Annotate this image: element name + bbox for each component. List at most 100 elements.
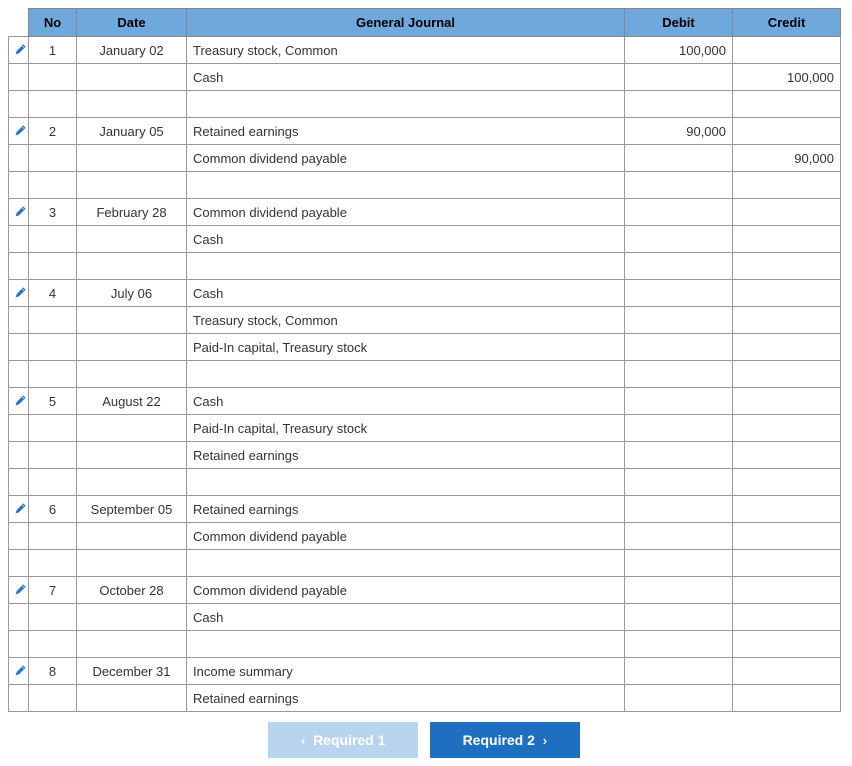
table-row: 2January 05Retained earnings90,000 [9,118,841,145]
debit-cell [625,523,733,550]
col-header-gj: General Journal [187,9,625,37]
table-row: 6September 05Retained earnings [9,496,841,523]
edit-cell [9,91,29,118]
required-1-button[interactable]: ‹ Required 1 [268,722,418,758]
gj-cell [187,172,625,199]
no-cell: 1 [29,37,77,64]
no-cell [29,226,77,253]
debit-cell [625,658,733,685]
credit-cell [733,280,841,307]
no-cell [29,145,77,172]
debit-cell [625,91,733,118]
col-header-date: Date [77,9,187,37]
date-cell [77,334,187,361]
table-row: Cash [9,226,841,253]
credit-cell [733,334,841,361]
col-header-no: No [29,9,77,37]
gj-cell [187,469,625,496]
pencil-icon[interactable] [15,583,27,595]
pencil-icon[interactable] [15,502,27,514]
edit-cell [9,307,29,334]
credit-cell [733,442,841,469]
credit-cell [733,604,841,631]
no-cell [29,469,77,496]
date-cell [77,226,187,253]
credit-cell [733,118,841,145]
date-cell [77,91,187,118]
gj-cell: Cash [187,64,625,91]
edit-cell[interactable] [9,118,29,145]
gj-cell: Treasury stock, Common [187,307,625,334]
table-row: 1January 02Treasury stock, Common100,000 [9,37,841,64]
credit-cell [733,658,841,685]
edit-cell [9,253,29,280]
edit-cell [9,145,29,172]
debit-cell [625,496,733,523]
pencil-icon[interactable] [15,664,27,676]
pencil-icon[interactable] [15,43,27,55]
no-cell: 5 [29,388,77,415]
edit-cell [9,334,29,361]
edit-cell[interactable] [9,199,29,226]
edit-cell [9,469,29,496]
date-cell [77,631,187,658]
no-cell [29,442,77,469]
table-row: Cash 100,000 [9,64,841,91]
col-header-debit: Debit [625,9,733,37]
date-cell: January 02 [77,37,187,64]
edit-cell [9,361,29,388]
date-cell [77,442,187,469]
date-cell [77,550,187,577]
debit-cell [625,631,733,658]
debit-cell [625,253,733,280]
gj-cell: Paid-In capital, Treasury stock [187,334,625,361]
table-row: Common dividend payable [9,523,841,550]
pencil-icon[interactable] [15,124,27,136]
pencil-icon[interactable] [15,286,27,298]
edit-cell[interactable] [9,577,29,604]
no-cell [29,550,77,577]
pencil-icon[interactable] [15,394,27,406]
no-cell [29,307,77,334]
no-cell: 2 [29,118,77,145]
no-cell: 4 [29,280,77,307]
no-cell [29,523,77,550]
debit-cell [625,334,733,361]
gj-cell: Retained earnings [187,496,625,523]
credit-cell [733,631,841,658]
debit-cell [625,604,733,631]
date-cell: October 28 [77,577,187,604]
edit-cell[interactable] [9,37,29,64]
edit-cell [9,685,29,712]
no-cell [29,604,77,631]
debit-cell [625,361,733,388]
edit-cell [9,442,29,469]
no-cell [29,631,77,658]
credit-cell [733,685,841,712]
date-cell: February 28 [77,199,187,226]
edit-cell [9,64,29,91]
required-1-label: Required 1 [313,732,385,748]
date-cell [77,64,187,91]
required-2-label: Required 2 [463,732,535,748]
edit-cell[interactable] [9,496,29,523]
edit-cell[interactable] [9,658,29,685]
gj-cell [187,91,625,118]
table-row: Cash [9,604,841,631]
edit-cell [9,631,29,658]
debit-cell [625,469,733,496]
table-row [9,172,841,199]
pencil-icon[interactable] [15,205,27,217]
general-journal-table: No Date General Journal Debit Credit 1Ja… [8,8,841,712]
table-row [9,361,841,388]
required-2-button[interactable]: Required 2 › [430,722,580,758]
edit-cell [9,604,29,631]
credit-cell: 100,000 [733,64,841,91]
credit-cell [733,91,841,118]
edit-cell[interactable] [9,280,29,307]
date-cell [77,469,187,496]
debit-cell [625,172,733,199]
edit-cell[interactable] [9,388,29,415]
no-cell: 6 [29,496,77,523]
debit-cell [625,226,733,253]
